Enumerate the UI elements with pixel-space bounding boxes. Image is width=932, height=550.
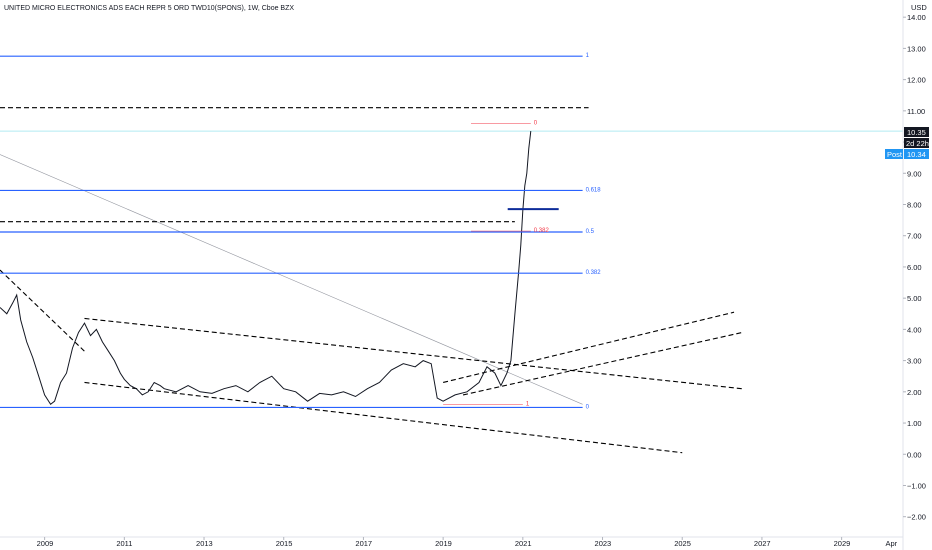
fib-small-label: 0	[534, 120, 538, 126]
fib-small-label: 0.382	[534, 228, 550, 234]
price-axis[interactable]: 14.0013.0012.0011.0010.009.008.007.006.0…	[903, 13, 926, 522]
x-tick-label: 2029	[834, 539, 851, 548]
y-tick-label: 11.00	[907, 107, 925, 116]
x-tick-label: 2027	[754, 539, 771, 548]
y-tick-label: 0.00	[907, 450, 922, 459]
x-tick-label: Apr	[885, 539, 897, 548]
chart-title: UNITED MICRO ELECTRONICS ADS EACH REPR 5…	[4, 5, 294, 12]
y-tick-label: −2.00	[907, 513, 926, 522]
svg-text:Post: Post	[887, 150, 903, 159]
trend-line	[0, 154, 583, 405]
svg-text:2d 22h: 2d 22h	[906, 139, 929, 148]
dashed-channel-line	[84, 381, 683, 454]
y-tick-label: 5.00	[907, 294, 922, 303]
currency-label: USD	[911, 3, 927, 12]
x-tick-label: 2013	[196, 539, 213, 548]
post-market-tag: Post 10.34	[885, 149, 929, 159]
dashed-channel-line	[84, 317, 743, 390]
y-tick-label: 3.00	[907, 357, 922, 366]
y-tick-label: 12.00	[907, 76, 926, 85]
x-tick-label: 2009	[37, 539, 54, 548]
price-series	[0, 131, 559, 406]
y-tick-label: 7.00	[907, 232, 922, 241]
y-tick-label: 4.00	[907, 325, 922, 334]
fib-level-label: 0.5	[586, 229, 595, 235]
y-tick-label: 8.00	[907, 200, 922, 209]
fib-layer: 1 0.618 0.5 0.382 0 0 0.382 1	[0, 53, 601, 410]
time-axis[interactable]: 2009 2011 2013 2015 2017 2019 2021 2023 2025 2027…	[37, 537, 898, 548]
x-tick-label: 2023	[595, 539, 612, 548]
x-tick-label: 2021	[515, 539, 532, 548]
svg-text:10.35: 10.35	[907, 128, 926, 137]
y-tick-label: 6.00	[907, 263, 922, 272]
y-tick-label: 14.00	[907, 13, 926, 22]
y-tick-label: 2.00	[907, 388, 922, 397]
fib-small-label: 1	[526, 401, 530, 407]
y-tick-label: −1.00	[907, 481, 926, 490]
countdown-tag: 2d 22h	[904, 138, 929, 148]
x-tick-label: 2019	[435, 539, 452, 548]
svg-text:10.34: 10.34	[907, 150, 926, 159]
fib-level-label: 1	[586, 53, 590, 59]
price-line	[0, 131, 532, 406]
fib-level-label: 0	[586, 404, 590, 410]
y-tick-label: 9.00	[907, 169, 922, 178]
fib-level-label: 0.618	[586, 187, 602, 193]
x-tick-label: 2015	[276, 539, 293, 548]
last-price-tag: 10.35	[904, 127, 929, 137]
y-tick-label: 13.00	[907, 44, 926, 53]
dashed-channel-line	[0, 269, 85, 352]
y-tick-label: 1.00	[907, 419, 922, 428]
fib-level-label: 0.382	[586, 270, 602, 276]
x-tick-label: 2025	[674, 539, 691, 548]
x-tick-label: 2017	[355, 539, 372, 548]
x-tick-label: 2011	[116, 539, 132, 548]
